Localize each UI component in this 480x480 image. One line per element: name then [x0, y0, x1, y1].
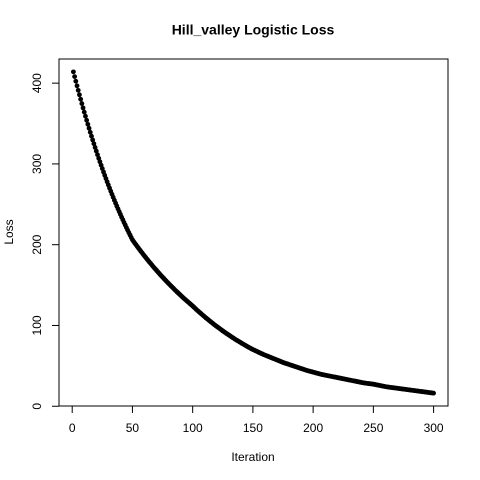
x-tick-label: 300	[424, 421, 444, 435]
point	[78, 96, 84, 102]
point	[85, 121, 91, 127]
x-tick-label: 200	[303, 421, 323, 435]
point	[75, 87, 81, 93]
y-axis-label: Loss	[2, 219, 16, 244]
point	[86, 125, 92, 131]
point	[89, 133, 94, 139]
point	[93, 148, 99, 154]
point	[79, 101, 85, 106]
point	[87, 129, 93, 135]
y-tick-label: 400	[30, 73, 44, 93]
point	[80, 105, 86, 111]
y-tick-label: 0	[30, 403, 44, 410]
point	[83, 113, 88, 119]
point	[92, 145, 98, 150]
point	[431, 390, 436, 396]
x-tick-label: 0	[69, 421, 76, 435]
x-tick-label: 150	[243, 421, 263, 435]
point	[74, 83, 80, 89]
y-tick-label: 200	[30, 234, 44, 254]
x-tick-label: 250	[363, 421, 383, 435]
x-tick-label: 100	[183, 421, 203, 435]
y-tick-label: 100	[30, 315, 44, 335]
point	[77, 92, 82, 98]
point	[90, 137, 96, 143]
point	[72, 74, 78, 80]
point	[84, 117, 90, 123]
point	[91, 141, 97, 147]
y-tick-label: 300	[30, 154, 44, 174]
point	[73, 78, 79, 84]
point	[71, 69, 76, 75]
point	[81, 109, 87, 115]
x-tick-label: 50	[126, 421, 140, 435]
x-axis-label: Iteration	[231, 450, 274, 464]
plot-frame	[58, 58, 449, 407]
chart-title: Hill_valley Logistic Loss	[172, 22, 335, 38]
